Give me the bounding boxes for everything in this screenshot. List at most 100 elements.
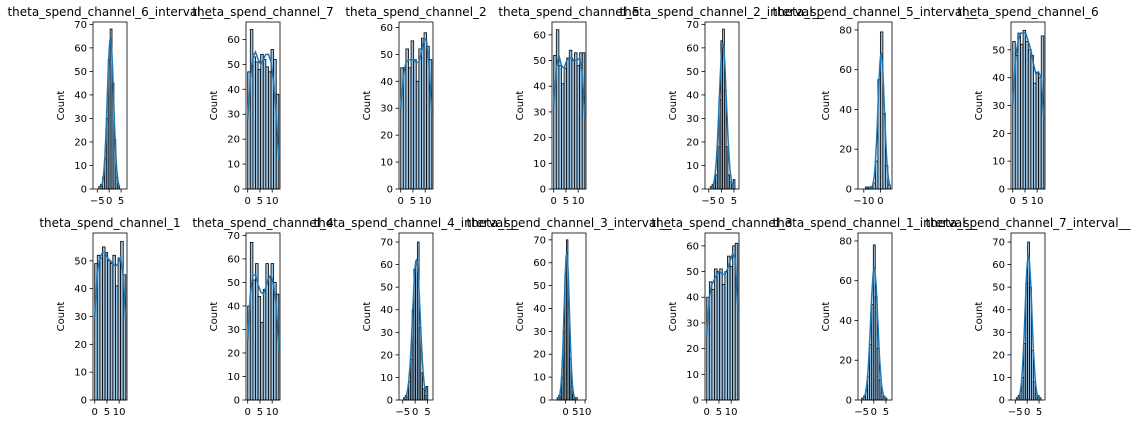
x-tick-label: 10 bbox=[572, 196, 585, 207]
y-tick-label: 0 bbox=[540, 396, 546, 407]
x-tick-label: 5 bbox=[104, 407, 110, 418]
y-tick-label: 60 bbox=[839, 65, 852, 76]
y-tick-label: 10 bbox=[686, 370, 699, 381]
axes-frame bbox=[398, 232, 434, 401]
x-tick-label: 5 bbox=[257, 196, 263, 207]
kde-curve bbox=[246, 273, 280, 349]
y-tick-label: 20 bbox=[227, 348, 240, 359]
axes-frame bbox=[857, 21, 893, 190]
y-tick-label: 60 bbox=[839, 276, 852, 287]
y-tick-label: 80 bbox=[839, 25, 852, 36]
y-tick-label: 20 bbox=[227, 135, 240, 146]
y-tick-label: 40 bbox=[839, 316, 852, 327]
y-tick-label: 0 bbox=[81, 396, 87, 407]
y-tick-label: 0 bbox=[846, 185, 852, 196]
kde-curve bbox=[246, 50, 280, 160]
kde-curve bbox=[1015, 254, 1042, 401]
y-tick-label: 10 bbox=[380, 373, 393, 384]
subplot-title: theta_spend_channel_4 bbox=[192, 216, 333, 230]
y-tick-label: 60 bbox=[686, 43, 699, 54]
x-tick-label: 5 bbox=[572, 407, 578, 418]
y-tick-label: 50 bbox=[533, 56, 546, 67]
x-tick-label: 0 bbox=[106, 196, 112, 207]
y-tick-label: 60 bbox=[992, 260, 1005, 271]
x-tick-label: 10 bbox=[266, 196, 279, 207]
y-tick-label: 0 bbox=[234, 396, 240, 407]
x-tick-label: 5 bbox=[257, 407, 263, 418]
y-tick-label: 60 bbox=[380, 23, 393, 34]
axes-frame bbox=[551, 21, 587, 190]
y-axis-label: Count bbox=[821, 91, 832, 121]
kde-curve bbox=[403, 258, 429, 401]
y-tick-label: 50 bbox=[992, 45, 1005, 56]
axes-frame bbox=[92, 21, 128, 190]
y-tick-label: 40 bbox=[992, 73, 1005, 84]
y-tick-label: 60 bbox=[380, 260, 393, 271]
y-tick-label: 0 bbox=[81, 185, 87, 196]
y-axis-label: Count bbox=[209, 91, 220, 121]
y-tick-label: 30 bbox=[992, 101, 1005, 112]
y-tick-label: 50 bbox=[74, 67, 87, 78]
y-tick-label: 60 bbox=[227, 35, 240, 46]
subplot-title: theta_spend_channel_6_interval__ bbox=[7, 5, 213, 19]
y-tick-label: 40 bbox=[686, 293, 699, 304]
y-tick-label: 10 bbox=[380, 158, 393, 169]
kde-curve bbox=[556, 251, 578, 401]
x-tick-label: 10 bbox=[1031, 196, 1044, 207]
y-tick-label: 20 bbox=[74, 340, 87, 351]
y-tick-label: 20 bbox=[380, 131, 393, 142]
y-axis-label: Count bbox=[668, 302, 679, 332]
y-axis-label: Count bbox=[362, 302, 373, 332]
y-axis-label: Count bbox=[668, 91, 679, 121]
x-tick-label: 5 bbox=[1036, 407, 1042, 418]
y-tick-label: 70 bbox=[533, 235, 546, 246]
y-tick-label: 30 bbox=[380, 328, 393, 339]
subplot: 0 20 40 60 80 −10 0 Count theta_spend_channel_5_… bbox=[772, 5, 978, 207]
y-tick-label: 10 bbox=[992, 373, 1005, 384]
y-tick-label: 60 bbox=[533, 30, 546, 41]
y-tick-label: 20 bbox=[74, 137, 87, 148]
y-tick-label: 30 bbox=[533, 107, 546, 118]
kde-curve bbox=[399, 36, 433, 114]
y-tick-label: 30 bbox=[227, 110, 240, 121]
kde-curve bbox=[861, 267, 888, 401]
y-tick-label: 30 bbox=[74, 114, 87, 125]
x-tick-label: 10 bbox=[419, 196, 432, 207]
y-tick-label: 10 bbox=[227, 372, 240, 383]
subplot-title: theta_spend_channel_3_interval__ bbox=[466, 216, 672, 230]
kde-curve bbox=[93, 251, 127, 323]
x-tick-label: 10 bbox=[725, 407, 738, 418]
x-tick-label: 0 bbox=[871, 407, 877, 418]
y-axis-label: Count bbox=[974, 91, 985, 121]
x-tick-label: 10 bbox=[113, 407, 126, 418]
y-axis-label: Count bbox=[362, 91, 373, 121]
y-tick-label: 50 bbox=[380, 50, 393, 61]
x-tick-label: −5 bbox=[701, 196, 716, 207]
y-tick-label: 50 bbox=[992, 283, 1005, 294]
y-axis-label: Count bbox=[56, 91, 67, 121]
y-tick-label: 50 bbox=[227, 278, 240, 289]
y-tick-label: 40 bbox=[992, 305, 1005, 316]
x-tick-label: 5 bbox=[883, 407, 889, 418]
y-tick-label: 30 bbox=[686, 114, 699, 125]
y-tick-label: 40 bbox=[227, 301, 240, 312]
x-tick-label: 0 bbox=[398, 196, 404, 207]
y-tick-label: 0 bbox=[387, 396, 393, 407]
y-tick-label: 30 bbox=[686, 318, 699, 329]
x-tick-label: 0 bbox=[245, 407, 251, 418]
y-tick-label: 30 bbox=[227, 325, 240, 336]
axes-frame bbox=[857, 232, 893, 401]
x-tick-label: 0 bbox=[877, 196, 883, 207]
y-tick-label: 0 bbox=[999, 396, 1005, 407]
y-tick-label: 60 bbox=[74, 43, 87, 54]
y-axis-label: Count bbox=[515, 302, 526, 332]
axes-frame bbox=[245, 21, 281, 190]
x-tick-label: 5 bbox=[563, 196, 569, 207]
x-tick-label: 5 bbox=[410, 196, 416, 207]
y-tick-label: 0 bbox=[540, 185, 546, 196]
